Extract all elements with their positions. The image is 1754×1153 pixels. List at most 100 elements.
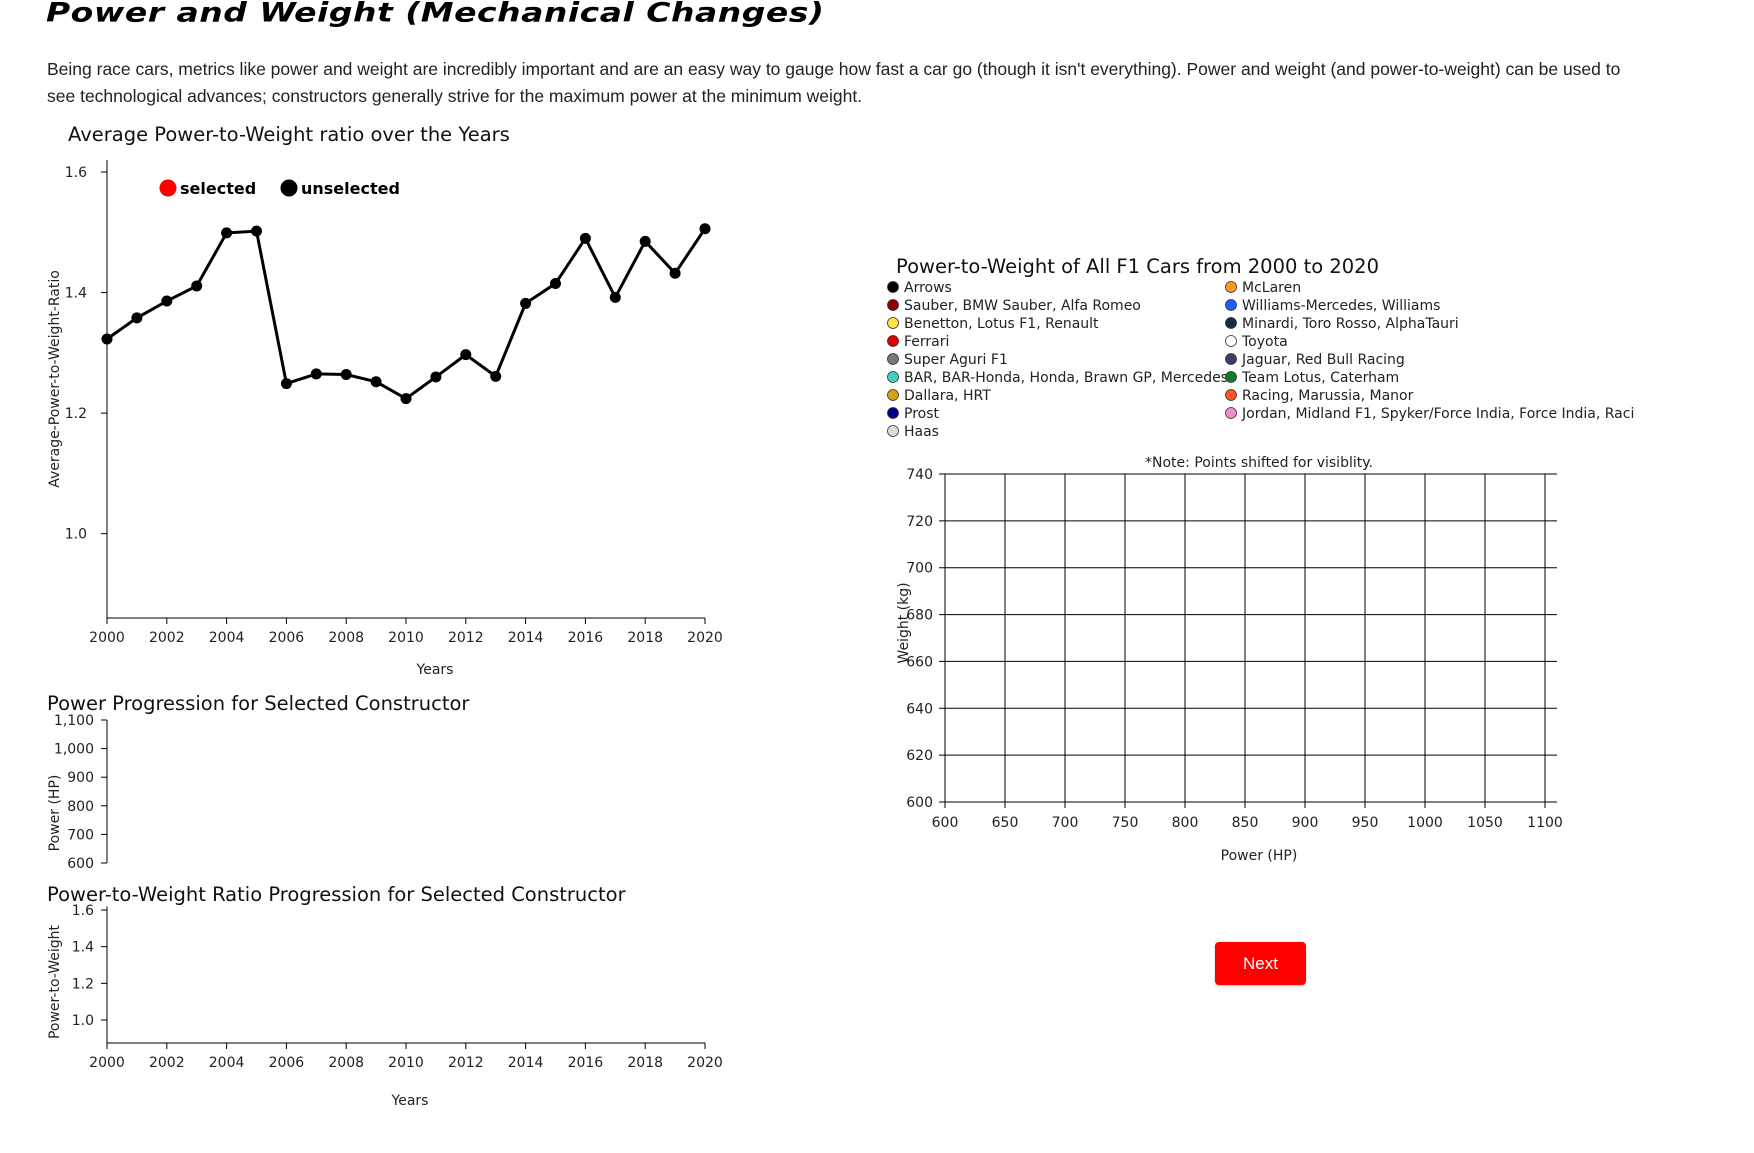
y-tick-label: 1,100 [54, 713, 94, 729]
legend-marker [887, 371, 899, 383]
avg-data-point [370, 376, 382, 388]
legend-marker [887, 425, 899, 437]
scatter-chart: Power-to-Weight of All F1 Cars from 2000… [887, 255, 1634, 864]
x-tick-label: 2012 [448, 630, 484, 646]
x-tick-label: 2006 [269, 630, 305, 646]
legend-marker [887, 281, 899, 293]
avg-data-point [609, 291, 621, 303]
legend-label: Williams-Mercedes, Williams [1242, 298, 1440, 314]
avg-chart-xlabel: Years [416, 662, 454, 678]
x-tick-label: 1000 [1407, 815, 1443, 831]
avg-data-point [310, 368, 322, 380]
legend-label: Benetton, Lotus F1, Renault [904, 316, 1099, 332]
avg-data-point [251, 225, 262, 237]
power-chart-axes: 600 700 800 900 1,000 1,100 [54, 713, 108, 872]
x-tick-label: 950 [1352, 815, 1379, 831]
y-tick-label: 700 [67, 827, 94, 843]
x-tick-label: 2016 [568, 1055, 604, 1071]
ptw-progression-chart: Power-to-Weight Ratio Progression for Se… [47, 883, 723, 1109]
x-tick-label: 2000 [89, 630, 125, 646]
avg-chart-ylabel: Average-Power-to-Weight-Ratio [47, 270, 63, 488]
legend-label: Jordan, Midland F1, Spyker/Force India, … [1241, 406, 1634, 422]
avg-data-point [520, 297, 532, 309]
y-tick-label: 1.0 [72, 1013, 94, 1029]
ptw-chart-xlabel: Years [391, 1093, 429, 1109]
page-title: Power and Weight (Mechanical Changes) [46, 0, 825, 28]
x-tick-label: 2012 [448, 1055, 484, 1071]
x-tick-label: 850 [1232, 815, 1259, 831]
y-tick-label: 1,000 [54, 742, 94, 758]
legend-label: Dallara, HRT [904, 388, 991, 404]
legend-label-selected[interactable]: selected [180, 179, 256, 198]
x-tick-label: 2000 [89, 1055, 125, 1071]
legend-marker [887, 389, 899, 401]
power-chart-ylabel: Power (HP) [47, 775, 63, 852]
y-tick-label: 740 [906, 467, 933, 483]
legend-marker-unselected[interactable] [280, 179, 298, 197]
y-tick-label: 1.4 [65, 286, 87, 302]
avg-data-point [191, 280, 203, 292]
power-progression-chart: Power Progression for Selected Construct… [47, 692, 470, 872]
legend-label: Jaguar, Red Bull Racing [1241, 352, 1405, 368]
x-tick-label: 800 [1172, 815, 1199, 831]
x-tick-label: 1100 [1527, 815, 1563, 831]
avg-data-point [131, 312, 143, 324]
x-tick-label: 2014 [508, 1055, 544, 1071]
scatter-note: *Note: Points shifted for visiblity. [1145, 455, 1373, 471]
avg-data-point [579, 232, 591, 244]
legend-marker [1225, 299, 1237, 311]
legend-label: Minardi, Toro Rosso, AlphaTauri [1242, 316, 1459, 332]
legend-marker [1225, 371, 1237, 383]
x-tick-label: 2010 [388, 1055, 424, 1071]
legend-label: Racing, Marussia, Manor [1242, 388, 1414, 404]
avg-data-point [161, 295, 173, 307]
legend-label: Prost [904, 406, 940, 422]
legend-marker [1225, 353, 1237, 365]
legend-marker [1225, 389, 1237, 401]
y-tick-label: 800 [67, 799, 94, 815]
next-button[interactable]: Next [1215, 942, 1306, 985]
x-tick-label: 1050 [1467, 815, 1503, 831]
y-tick-label: 600 [67, 856, 94, 872]
ptw-chart-axes: 1.0 1.2 1.4 1.6 2000 2002 2004 2006 2008 2010 2012… [72, 903, 723, 1071]
x-tick-label: 2002 [149, 1055, 185, 1071]
legend-marker [887, 317, 899, 329]
avg-data-point [340, 369, 352, 381]
x-tick-label: 2014 [508, 630, 544, 646]
y-tick-label: 1.0 [65, 527, 87, 543]
x-tick-label: 2010 [388, 630, 424, 646]
x-tick-label: 2016 [568, 630, 604, 646]
legend-label: Ferrari [904, 334, 949, 350]
x-tick-label: 600 [932, 815, 959, 831]
avg-chart-legend: selected unselected [159, 179, 400, 198]
avg-data-point [280, 378, 292, 390]
legend-label: BAR, BAR-Honda, Honda, Brawn GP, Mercede… [904, 370, 1228, 386]
legend-marker [887, 335, 899, 347]
avg-data-point [221, 227, 233, 239]
avg-data-point [699, 223, 711, 235]
avg-data-point [460, 349, 472, 361]
ptw-chart-title: Power-to-Weight Ratio Progression for Se… [47, 883, 627, 906]
legend-label: McLaren [1242, 280, 1301, 296]
legend-marker-selected[interactable] [159, 179, 177, 197]
ptw-chart-ylabel: Power-to-Weight [47, 924, 63, 1039]
avg-data-point [639, 235, 651, 247]
y-tick-label: 1.6 [72, 903, 94, 919]
scatter-chart-title: Power-to-Weight of All F1 Cars from 2000… [896, 255, 1379, 278]
avg-ptw-chart: Average Power-to-Weight ratio over the Y… [47, 123, 723, 678]
scatter-legend: Arrows Sauber, BMW Sauber, Alfa Romeo Bene… [887, 280, 1634, 440]
legend-label: Haas [904, 424, 939, 440]
avg-chart-title: Average Power-to-Weight ratio over the Y… [68, 123, 510, 146]
x-tick-label: 2004 [209, 1055, 245, 1071]
x-tick-label: 2002 [149, 630, 185, 646]
avg-data-point [101, 333, 113, 345]
avg-data-point [669, 267, 681, 279]
x-tick-label: 2020 [687, 1055, 723, 1071]
x-tick-label: 2018 [627, 1055, 663, 1071]
legend-label-unselected[interactable]: unselected [301, 179, 400, 198]
intro-paragraph: Being race cars, metrics like power and … [47, 59, 1621, 106]
y-tick-label: 1.2 [72, 976, 94, 992]
y-tick-label: 1.6 [65, 165, 87, 181]
y-tick-label: 640 [906, 701, 933, 717]
